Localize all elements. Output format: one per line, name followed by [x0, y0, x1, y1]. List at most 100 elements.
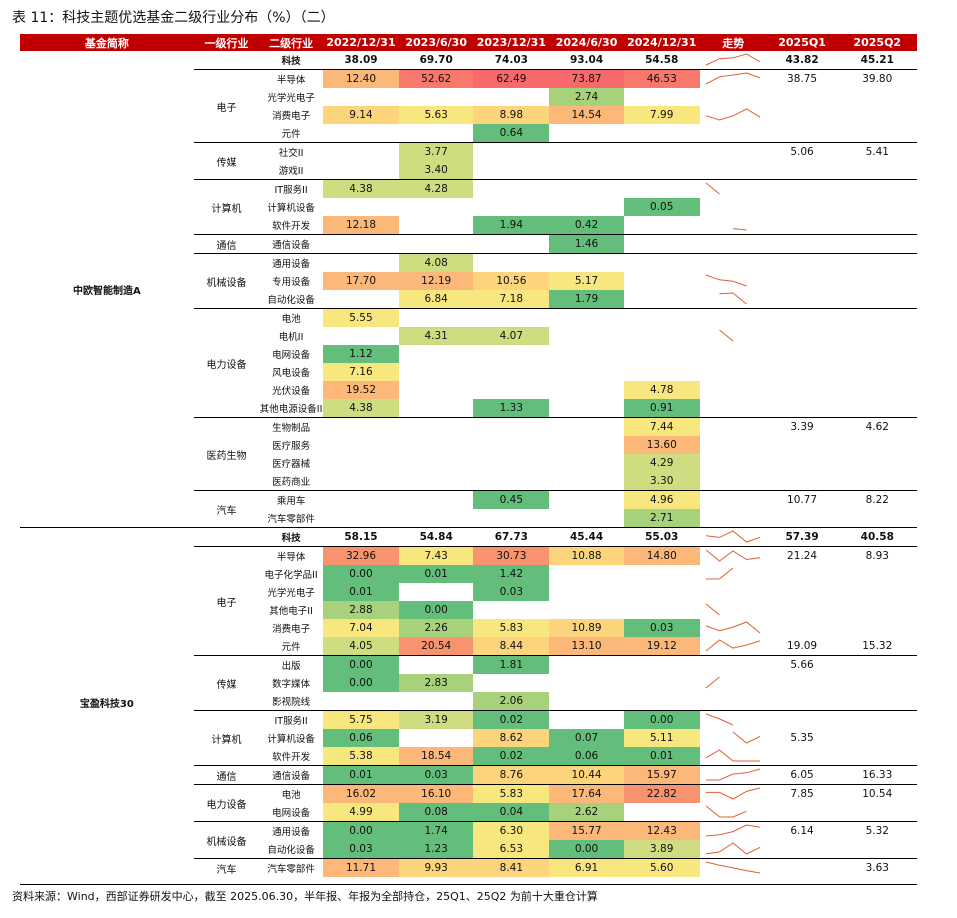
table-row: 元件 0.64 — [20, 124, 917, 143]
value-cell: 1.74 — [399, 821, 474, 840]
value-cell: 0.08 — [399, 803, 474, 822]
value-cell — [623, 179, 700, 198]
header-2025q1: 2025Q1 — [766, 34, 838, 51]
value-cell: 6.84 — [399, 290, 474, 309]
table-row: 元件 4.05 20.54 8.44 13.10 19.12 19.09 15.32 — [20, 637, 917, 656]
value-cell — [473, 674, 549, 692]
level2-industry: 医疗服务 — [272, 441, 311, 452]
q2-value: 39.80 — [837, 69, 917, 88]
value-cell — [549, 490, 624, 509]
value-cell: 5.17 — [549, 272, 624, 290]
value-cell: 62.49 — [473, 69, 550, 88]
value-cell: 1.33 — [473, 399, 550, 418]
q1-value — [766, 234, 838, 254]
value-cell: 8.44 — [473, 637, 550, 656]
table-row: 自动化设备 6.84 7.18 1.79 — [20, 290, 917, 309]
trend-cell — [700, 601, 767, 619]
value-cell: 19.12 — [623, 637, 700, 656]
value-cell: 5.55 — [322, 308, 400, 327]
value-cell — [624, 290, 700, 309]
table-row: 汽车零部件 2.71 — [20, 509, 917, 528]
trend-cell — [699, 858, 767, 877]
value-cell: 2.83 — [399, 674, 474, 692]
q1-value: 7.85 — [766, 784, 838, 803]
value-cell — [549, 454, 623, 472]
q2-value — [838, 509, 917, 528]
value-cell: 30.73 — [473, 546, 550, 565]
value-cell: 10.89 — [549, 619, 624, 637]
level2-industry: 风电设备 — [272, 368, 311, 379]
table-row: 光学光电子 2.74 — [20, 88, 917, 106]
value-cell — [624, 216, 700, 235]
header-trend: 走势 — [699, 34, 767, 51]
trend-cell — [699, 527, 767, 547]
q2-value: 5.32 — [837, 821, 917, 840]
level2-industry: 电网设备 — [272, 808, 311, 819]
table-row: 计算机 IT服务II 5.75 3.19 0.02 0.00 — [20, 710, 917, 766]
trend-sparkline — [705, 749, 761, 762]
trend-line — [705, 549, 761, 562]
value-cell — [323, 509, 399, 528]
q2-value: 4.62 — [837, 417, 917, 436]
summary-value: 54.84 — [399, 527, 474, 547]
value-cell — [473, 88, 549, 106]
q1-value — [767, 472, 838, 491]
value-cell: 4.78 — [623, 381, 700, 399]
level2-industry: 通信设备 — [259, 765, 323, 785]
value-cell — [549, 179, 624, 198]
trend-sparkline — [705, 603, 721, 616]
table-row: 自动化设备 0.03 1.23 6.53 0.00 3.89 — [20, 840, 917, 859]
trend-sparkline — [703, 144, 763, 160]
table-row: 通信 通信设备 1.46 — [20, 234, 917, 254]
q2-value: 3.63 — [837, 858, 917, 877]
value-cell — [549, 710, 624, 729]
q1-value — [767, 290, 838, 309]
trend-line — [732, 731, 761, 744]
level2-industry: 游戏II — [278, 166, 304, 177]
trend-cell — [700, 327, 767, 345]
value-cell: 3.30 — [623, 472, 700, 491]
value-cell — [624, 692, 700, 711]
level1-industry: 电力设备 — [193, 308, 260, 418]
value-cell — [549, 327, 623, 345]
q2-value — [838, 583, 917, 601]
trend-line — [705, 72, 761, 85]
trend-line — [706, 714, 760, 725]
level1-industry: 汽车 — [193, 490, 260, 528]
value-cell — [323, 124, 399, 143]
value-cell — [549, 399, 623, 418]
value-cell — [623, 253, 700, 272]
table-row: 电网设备 4.99 0.08 0.04 2.62 — [20, 803, 917, 822]
value-cell: 5.11 — [623, 729, 700, 747]
q1-value — [766, 858, 838, 877]
summary-value: 45.44 — [549, 527, 624, 547]
table-row: 计算机设备 0.06 8.62 0.07 5.11 5.35 — [20, 729, 917, 747]
q1-value — [767, 454, 838, 472]
trend-cell — [700, 198, 767, 216]
value-cell — [473, 161, 549, 180]
value-cell — [549, 583, 623, 601]
table-row: 电力设备 电池 5.55 — [20, 308, 917, 418]
level2-industry: 半导体 — [259, 546, 323, 565]
value-cell — [624, 565, 700, 583]
trend-sparkline — [706, 824, 761, 837]
q2-value — [838, 729, 917, 747]
level2-industry: 软件开发 — [272, 221, 311, 232]
header-2024-12-31: 2024/12/31 — [623, 34, 700, 51]
value-cell — [473, 472, 549, 491]
value-cell — [473, 179, 550, 198]
value-cell: 3.19 — [399, 710, 474, 729]
q2-value — [838, 565, 917, 583]
value-cell — [624, 327, 700, 345]
q2-value — [838, 601, 917, 619]
summary-value: 74.03 — [494, 54, 528, 66]
trend-sparkline — [703, 400, 763, 416]
value-cell: 8.41 — [473, 858, 550, 877]
value-cell — [473, 142, 550, 161]
q1-value — [767, 583, 838, 601]
value-cell: 0.06 — [549, 747, 624, 766]
q2-value — [838, 124, 917, 143]
summary-row: 宝盈科技30 科技 58.15 54.84 67.73 45.44 55.03 57.39 40… — [20, 527, 917, 877]
value-cell: 8.76 — [473, 765, 550, 785]
value-cell: 2.74 — [549, 88, 624, 106]
